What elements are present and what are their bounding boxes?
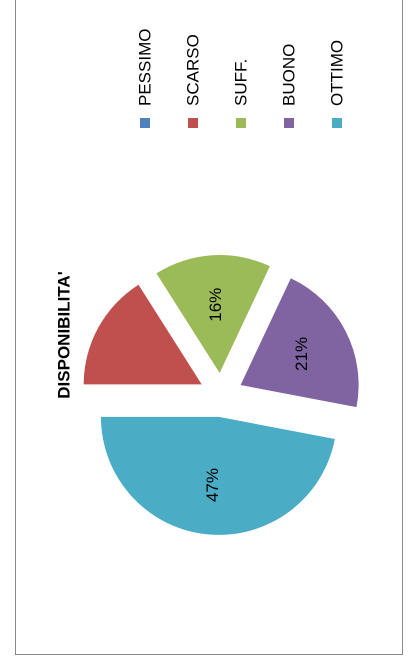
pie-slice-buono (240, 278, 359, 408)
legend-swatch-scarso (188, 118, 198, 128)
legend-label-pessimo: PESSIMO (136, 29, 155, 106)
pie-slice-suff (156, 255, 270, 374)
legend-swatch-ottimo (332, 118, 342, 128)
pie-slice-ottimo (100, 416, 335, 535)
pie-slice-scarso (83, 284, 202, 385)
pie-chart: 16% 21% 47% DISPONIBILITA' PESSIMO SCARSO SUFF… (55, 29, 359, 535)
chart-area: 16% 21% 47% DISPONIBILITA' PESSIMO SCARSO SUFF… (15, 0, 403, 655)
chart-title: DISPONIBILITA' (55, 271, 74, 398)
data-label-suff: 16% (206, 288, 225, 322)
legend-label-buono: BUONO (280, 44, 299, 106)
legend-label-ottimo: OTTIMO (328, 40, 347, 106)
legend-swatch-buono (284, 118, 294, 128)
legend-label-scarso: SCARSO (184, 34, 203, 106)
legend-swatch-suff (236, 118, 246, 128)
legend: PESSIMO SCARSO SUFF. BUONO OTTIMO (136, 29, 347, 128)
legend-swatch-pessimo (140, 118, 150, 128)
legend-label-suff: SUFF. (232, 59, 251, 106)
pie-slices (83, 255, 359, 535)
data-label-buono: 21% (292, 337, 311, 371)
data-label-ottimo: 47% (203, 468, 222, 502)
